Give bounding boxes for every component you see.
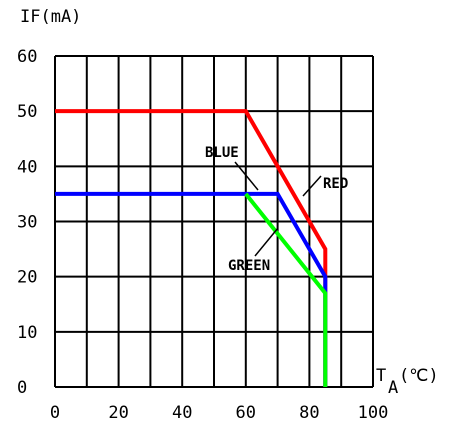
y-tick-label: 0 (17, 378, 27, 398)
y-tick-label: 20 (17, 268, 37, 288)
series-line-red (55, 109, 328, 387)
x-tick-label: 60 (236, 403, 256, 423)
chart-series (55, 109, 328, 387)
x-tick-label: 40 (172, 403, 192, 423)
x-axis-title-unit: (℃) (399, 366, 439, 386)
x-tick-label: 100 (358, 403, 389, 423)
y-tick-label: 30 (17, 213, 37, 233)
x-tick-label: 20 (108, 403, 128, 423)
y-tick-label: 50 (17, 102, 37, 122)
leader-line-red (302, 175, 322, 197)
y-tick-label: 60 (17, 47, 37, 67)
x-tick-label: 0 (50, 403, 60, 423)
x-axis-title-sub: A (388, 378, 398, 398)
x-axis-title-main: T (376, 366, 386, 386)
y-axis-title: IF(mA) (20, 7, 81, 27)
series-line-green (244, 192, 328, 387)
series-line-blue (55, 191, 328, 387)
y-tick-label: 40 (17, 157, 37, 177)
leader-line-green (254, 227, 279, 257)
x-tick-label: 80 (299, 403, 319, 423)
series-label-blue: BLUE (205, 145, 239, 161)
chart-ticks: 0 20 40 60 80 100 0 10 20 30 40 50 60 (17, 47, 388, 423)
chart-label-leaders (234, 161, 322, 257)
series-label-red: RED (323, 176, 348, 192)
leader-line-blue (234, 161, 259, 191)
y-tick-label: 10 (17, 323, 37, 343)
series-label-green: GREEN (228, 258, 270, 274)
